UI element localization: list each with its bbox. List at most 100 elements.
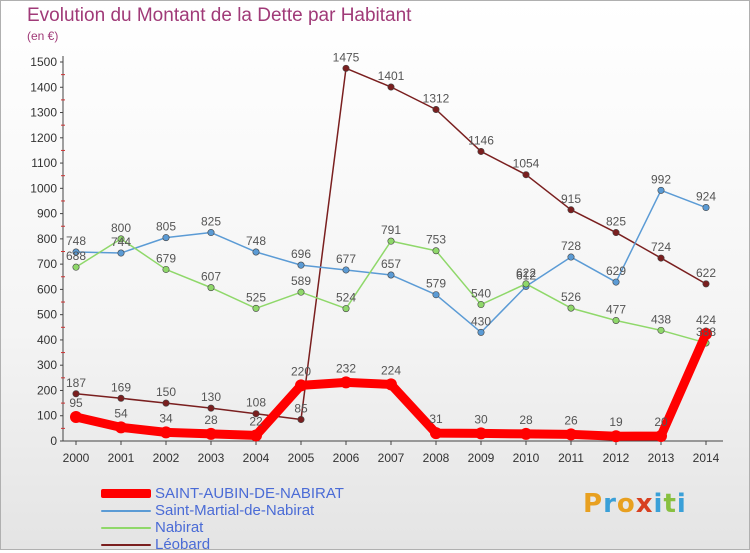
data-label: 526 (561, 290, 581, 304)
chart-title: Evolution du Montant de la Dette par Hab… (27, 5, 412, 26)
series-point (340, 376, 352, 389)
series-point (207, 229, 215, 237)
data-label: 28 (204, 413, 218, 427)
series-point (342, 305, 350, 313)
series-point (432, 247, 440, 255)
data-label: 589 (291, 274, 311, 288)
data-label: 800 (111, 221, 131, 235)
data-label: 744 (111, 235, 131, 249)
series-point (342, 64, 350, 72)
y-tick-label: 700 (37, 257, 57, 271)
x-tick-label: 2010 (513, 451, 540, 465)
series-point (430, 427, 442, 440)
series-point (477, 147, 485, 155)
legend-label: SAINT-AUBIN-DE-NABIRAT (155, 485, 344, 502)
series-point (160, 426, 172, 439)
data-label: 825 (201, 215, 221, 229)
data-label: 657 (381, 257, 401, 271)
data-label: 579 (426, 277, 446, 291)
series-point (387, 237, 395, 245)
data-label: 438 (651, 312, 671, 326)
data-label: 748 (246, 234, 266, 248)
chart-unit: (en €) (27, 29, 59, 43)
y-tick-label: 1200 (30, 131, 57, 145)
data-label: 220 (291, 364, 311, 378)
y-tick-label: 500 (37, 308, 57, 322)
series-point (477, 328, 485, 336)
legend-label: Saint-Martial-de-Nabirat (155, 502, 315, 519)
data-label: 753 (426, 233, 446, 247)
x-tick-label: 2007 (378, 451, 405, 465)
data-label: 1401 (378, 69, 405, 83)
series-point (520, 427, 532, 440)
legend-item: Léobard (101, 536, 344, 553)
x-tick-label: 2014 (693, 451, 720, 465)
series-point (567, 206, 575, 214)
logo-letter: P (583, 489, 604, 519)
series-point (567, 304, 575, 312)
data-label: 805 (156, 220, 176, 234)
legend-label: Léobard (155, 536, 211, 553)
data-label: 477 (606, 302, 626, 316)
series-point (117, 235, 125, 243)
series-point (297, 416, 305, 424)
data-label: 20 (654, 415, 668, 429)
series-point (657, 326, 665, 334)
series-point (342, 266, 350, 274)
data-label: 825 (606, 215, 626, 229)
data-label: 915 (561, 192, 581, 206)
proxiti-logo: Proxiti (583, 489, 687, 519)
series-point (115, 421, 127, 434)
y-tick-label: 1500 (30, 55, 57, 69)
series-point (252, 248, 260, 256)
series-point (612, 316, 620, 324)
series-point (297, 288, 305, 296)
chart-series (70, 64, 712, 443)
legend-item: Nabirat (101, 519, 344, 536)
y-tick-label: 300 (37, 358, 57, 372)
y-tick-label: 900 (37, 207, 57, 221)
logo-letter: i (653, 489, 664, 519)
data-label: 525 (246, 290, 266, 304)
data-label: 31 (429, 412, 443, 426)
y-tick-label: 600 (37, 282, 57, 296)
data-label: 607 (201, 270, 221, 284)
data-label: 224 (381, 363, 401, 377)
y-tick-label: 1000 (30, 181, 57, 195)
data-label: 85 (294, 402, 308, 416)
x-tick-label: 2011 (558, 451, 584, 465)
legend-item: SAINT-AUBIN-DE-NABIRAT (101, 485, 344, 502)
series-point (117, 249, 125, 257)
y-tick-label: 1100 (31, 156, 57, 170)
series-point (162, 234, 170, 242)
data-label: 388 (696, 325, 716, 339)
y-tick-label: 1400 (30, 80, 57, 94)
data-label: 791 (381, 223, 401, 237)
series-point (252, 304, 260, 312)
data-label: 724 (651, 240, 671, 254)
series-point (72, 390, 80, 398)
chart-data-labels: 187 169 150 130 108 85 1475 1401 1312 1146 1054 915… (66, 50, 716, 429)
y-tick-label: 0 (50, 434, 57, 448)
data-label: 540 (471, 287, 491, 301)
data-label: 26 (564, 413, 578, 427)
x-tick-label: 2009 (468, 451, 495, 465)
data-label: 622 (516, 266, 536, 280)
data-label: 22 (249, 414, 263, 428)
y-tick-label: 100 (37, 409, 57, 423)
series-point (702, 204, 710, 212)
series-point (70, 410, 82, 423)
series-point (700, 327, 712, 340)
data-label: 612 (516, 268, 536, 282)
data-label: 232 (336, 361, 356, 375)
logo-letter: o (616, 489, 636, 519)
y-tick-label: 800 (37, 232, 57, 246)
series-point (162, 265, 170, 273)
series-point (162, 399, 170, 407)
x-tick-label: 2002 (153, 451, 180, 465)
data-label: 130 (201, 390, 221, 404)
data-label: 108 (246, 396, 266, 410)
logo-letter: t (663, 489, 677, 519)
series-point (475, 427, 487, 440)
